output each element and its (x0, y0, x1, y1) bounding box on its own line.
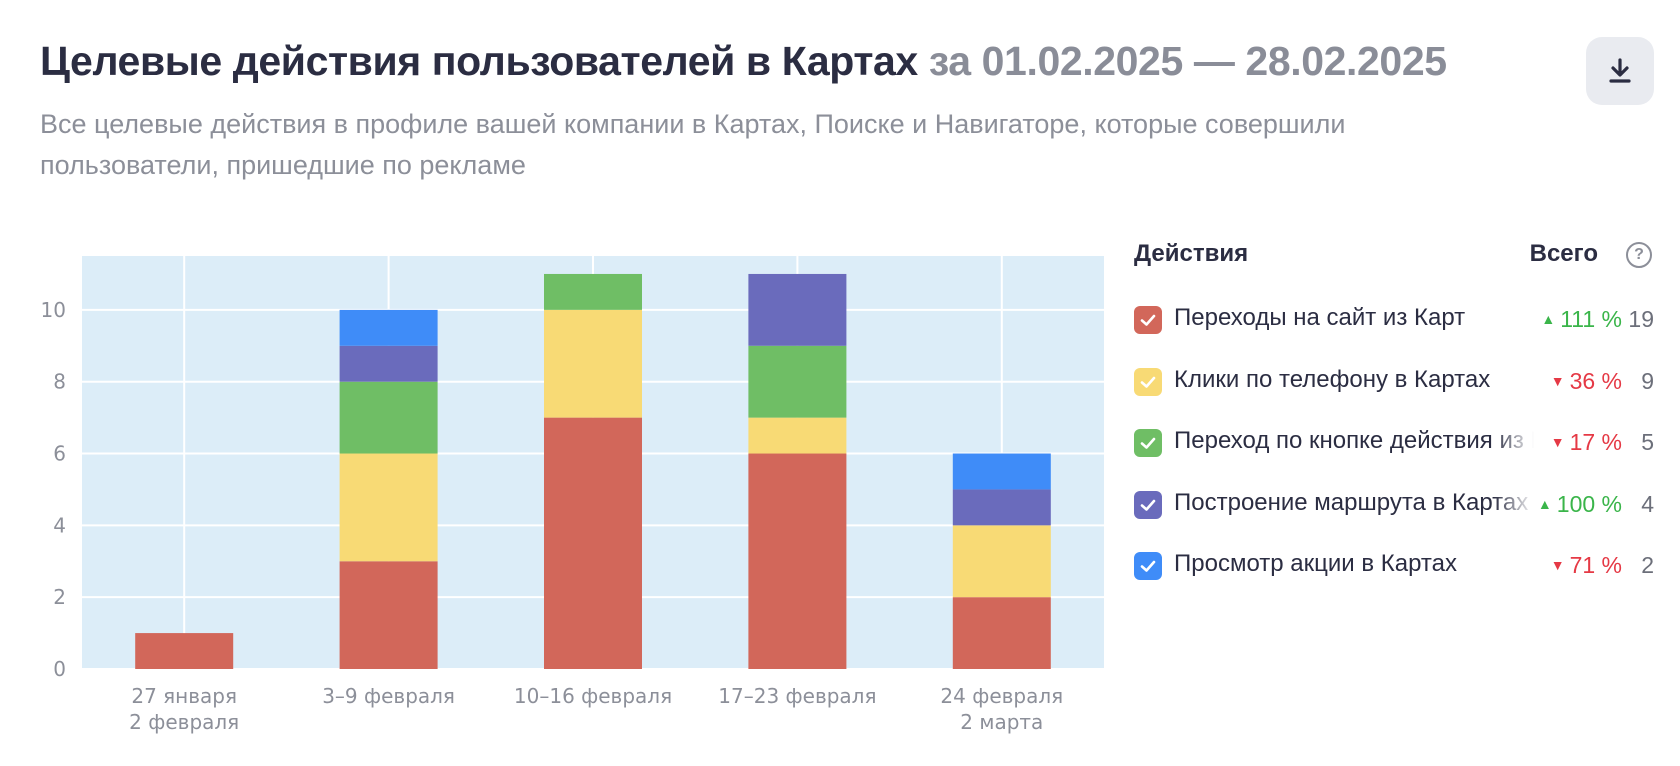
x-tick-label: 10–16 февраля (514, 684, 672, 708)
legend-checkbox[interactable] (1134, 367, 1162, 396)
legend-title: Действия (1134, 240, 1249, 267)
bar-segment (952, 453, 1051, 490)
bar-segment (952, 525, 1051, 598)
label-fade (1494, 304, 1534, 332)
download-icon (1609, 58, 1631, 83)
x-tick-label: 3–9 февраля (322, 684, 455, 708)
bar-segment (339, 381, 438, 454)
download-button[interactable] (1586, 37, 1654, 105)
x-tick-label: 2 февраля (129, 710, 239, 734)
bar-segment (748, 345, 847, 418)
legend-item-text: Переход по кнопке действия из Карт (1174, 427, 1534, 454)
label-fade (1494, 488, 1534, 517)
check-icon (1140, 437, 1156, 449)
legend-item-label: Построение маршрута в Картах (1174, 488, 1534, 517)
arrow-up-icon: ▲ (1537, 495, 1552, 512)
bar-segment (544, 417, 642, 669)
check-icon (1140, 314, 1156, 326)
legend-item-label: Переход по кнопке действия из Карт (1174, 427, 1534, 455)
legend-checkbox[interactable] (1134, 306, 1162, 334)
legend-item-change: ▼ 17 % (1551, 429, 1622, 456)
bar-segment (952, 597, 1051, 669)
arrow-down-icon: ▼ (1550, 372, 1565, 389)
legend-item-total: 9 (1641, 367, 1654, 394)
legend-item[interactable]: Просмотр акции в Картах ▼ 71 % 2 (1134, 546, 1654, 586)
legend-item-text: Переходы на сайт из Карт (1174, 304, 1466, 331)
page-title: Целевые действия пользователей в Картах … (40, 38, 1447, 85)
label-fade (1494, 427, 1534, 455)
legend-item[interactable]: Переход по кнопке действия из Карт ▼17 % 5 (1134, 423, 1654, 463)
bar-segment (339, 453, 438, 562)
legend-checkbox[interactable] (1134, 490, 1162, 519)
bar-segment (544, 309, 642, 418)
label-fade (1494, 365, 1534, 394)
legend-item-total: 19 (1628, 306, 1654, 332)
legend-panel: Действия Всего ? Переходы на сайт из Кар… (1134, 240, 1654, 580)
check-icon (1140, 376, 1156, 388)
bar-segment (339, 345, 438, 382)
legend-item[interactable]: Клики по телефону в Картах ▼ 36 % 9 (1134, 362, 1654, 402)
x-tick-label: 24 февраля (940, 684, 1063, 708)
bar-segment (135, 633, 234, 669)
legend-item-text: Просмотр акции в Картах (1174, 550, 1457, 577)
legend-checkbox[interactable] (1134, 552, 1162, 580)
bar-segment (544, 273, 642, 310)
change-value: 36 % (1569, 367, 1622, 394)
change-value: 100 % (1556, 490, 1622, 517)
title-period: за 01.02.2025 — 28.02.2025 (928, 38, 1447, 84)
legend-item-text: Построение маршрута в Картах (1174, 488, 1529, 516)
legend-item-label: Клики по телефону в Картах (1174, 365, 1534, 394)
legend-item-label: Просмотр акции в Картах (1174, 550, 1534, 578)
page-subtitle: Все целевые действия в профиле вашей ком… (40, 109, 1346, 180)
check-icon (1140, 560, 1156, 572)
help-icon[interactable]: ? (1626, 242, 1652, 268)
y-tick-label: 8 (53, 370, 66, 394)
legend-item-label: Переходы на сайт из Карт (1174, 304, 1534, 332)
legend-item[interactable]: Переходы на сайт из Карт ▲ 111 % 19 (1134, 300, 1654, 340)
legend-item[interactable]: Построение маршрута в Картах ▲ 100 % 4 (1134, 485, 1654, 525)
legend-total-header: Всего (1529, 240, 1598, 267)
bar-segment (339, 561, 438, 669)
check-icon (1140, 499, 1156, 511)
bar-segment (339, 309, 438, 346)
y-tick-label: 2 (53, 585, 66, 609)
change-value: 111 % (1560, 306, 1622, 332)
arrow-up-icon: ▲ (1541, 311, 1556, 327)
legend-header: Действия Всего ? (1134, 240, 1654, 274)
legend-item-total: 2 (1641, 552, 1654, 578)
legend-item-text: Клики по телефону в Картах (1174, 365, 1491, 393)
y-tick-label: 10 (41, 298, 66, 322)
x-tick-label: 17–23 февраля (718, 684, 876, 708)
change-value: 17 % (1569, 429, 1622, 455)
arrow-down-icon: ▼ (1550, 434, 1565, 450)
legend-item-change: ▼ 71 % (1551, 552, 1622, 579)
bar-segment (748, 453, 847, 669)
legend-item-total: 4 (1641, 490, 1654, 517)
legend-item-total: 5 (1641, 429, 1654, 455)
label-fade (1494, 550, 1534, 578)
legend-item-change: ▲ 100 % (1538, 491, 1622, 518)
title-text: Целевые действия пользователей в Картах (40, 38, 918, 84)
arrow-down-icon: ▼ (1550, 557, 1565, 573)
y-tick-label: 4 (53, 513, 66, 537)
y-tick-label: 6 (53, 442, 66, 466)
change-value: 71 % (1569, 552, 1622, 578)
legend-checkbox[interactable] (1134, 429, 1162, 457)
bar-segment (748, 273, 847, 346)
legend-item-change: ▼ 36 % (1551, 368, 1622, 395)
x-tick-label: 27 января (131, 684, 237, 708)
bar-segment (748, 417, 847, 454)
legend-item-change: ▲ 111 % (1541, 306, 1622, 333)
y-tick-label: 0 (53, 657, 66, 681)
x-tick-label: 2 марта (960, 710, 1043, 734)
bar-segment (952, 489, 1051, 526)
